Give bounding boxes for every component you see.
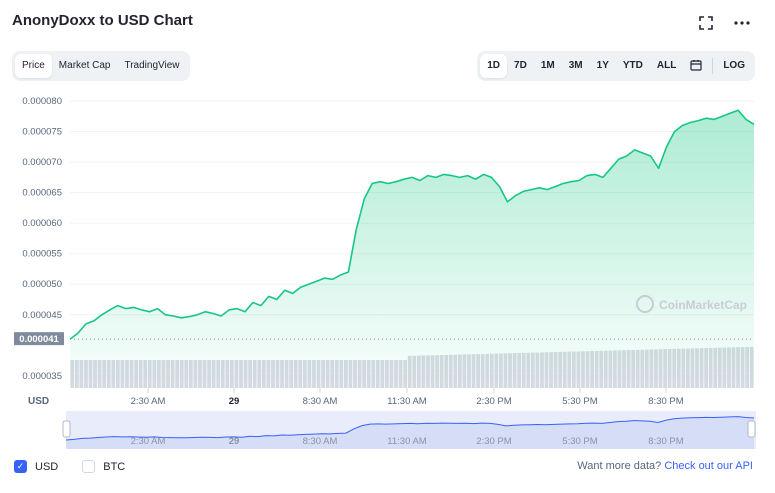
range-1m[interactable]: 1M (540, 60, 555, 71)
top-actions (697, 14, 751, 32)
x-tick-label: 8:30 AM (303, 396, 338, 407)
x-tick-label: 8:30 PM (648, 396, 683, 407)
price-area (70, 110, 754, 389)
x-tick-label: 2:30 PM (476, 396, 511, 407)
y-tick-label: 0.000035 (22, 371, 62, 382)
api-promo: Want more data? Check out our API (577, 460, 753, 472)
tab-tradingview[interactable]: TradingView (124, 60, 180, 71)
range-3m[interactable]: 3M (568, 60, 583, 71)
api-text: Want more data? (577, 460, 662, 472)
navigator-handle-right[interactable] (747, 420, 756, 438)
chart-title: AnonyDoxx to USD Chart (12, 12, 193, 29)
chart-type-tabs: Price Market Cap TradingView (12, 51, 190, 81)
log-toggle[interactable]: LOG (723, 60, 745, 71)
calendar-icon[interactable] (683, 54, 709, 78)
btc-label: BTC (103, 460, 126, 473)
y-axis-unit-label: USD (28, 396, 49, 407)
x-tick-label: 5:30 PM (562, 396, 597, 407)
navigator-tick-label: 2:30 PM (476, 436, 511, 447)
y-tick-label: 0.000055 (22, 249, 62, 260)
range-divider (712, 58, 714, 74)
navigator-handle-left[interactable] (62, 420, 71, 438)
navigator-line (65, 416, 755, 441)
x-tick-label: 29 (229, 396, 240, 407)
price-chart[interactable]: 0.000080 0.000075 0.000070 0.000065 0.000060… (0, 0, 775, 455)
tab-price[interactable]: Price (15, 54, 52, 78)
navigator-area (66, 416, 754, 449)
y-tick-label: 0.000070 (22, 157, 62, 168)
navigator-tick-label: 5:30 PM (562, 436, 597, 447)
current-price-label: 0.000041 (19, 334, 59, 345)
fullscreen-icon[interactable] (697, 14, 715, 32)
navigator-tick-label: 29 (229, 436, 240, 447)
range-1d[interactable]: 1D (480, 54, 508, 78)
range-7d[interactable]: 7D (514, 60, 527, 71)
watermark-text: CoinMarketCap (659, 298, 747, 312)
x-tick-label: 11:30 AM (387, 396, 427, 407)
currency-legend: ✓ USD BTC (14, 460, 139, 473)
navigator-tick-label: 8:30 AM (303, 436, 338, 447)
watermark-logo-icon (636, 295, 654, 313)
y-tick-label: 0.000075 (22, 127, 62, 138)
range-all[interactable]: ALL (656, 60, 677, 71)
usd-label: USD (35, 460, 59, 473)
y-tick-label: 0.000045 (22, 310, 62, 321)
navigator-tick-label: 2:30 AM (131, 436, 166, 447)
y-tick-label: 0.000060 (22, 218, 62, 229)
x-tick-label: 2:30 AM (131, 396, 166, 407)
more-icon[interactable] (733, 14, 751, 32)
api-link[interactable]: Check out our API (664, 460, 753, 472)
btc-checkbox[interactable] (82, 460, 96, 473)
tab-market-cap[interactable]: Market Cap (58, 60, 111, 71)
navigator-tick-label: 11:30 AM (387, 436, 427, 447)
usd-checkbox[interactable]: ✓ (14, 460, 27, 473)
btc-toggle[interactable]: BTC (82, 460, 125, 473)
range-1y[interactable]: 1Y (596, 60, 609, 71)
navigator-tick-label: 8:30 PM (648, 436, 683, 447)
y-tick-label: 0.000050 (22, 279, 62, 290)
range-selector: 1D 7D 1M 3M 1Y YTD ALL LOG (477, 51, 755, 81)
current-price-badge (14, 332, 64, 346)
usd-toggle[interactable]: ✓ USD (14, 460, 58, 473)
y-tick-label: 0.000080 (22, 96, 62, 107)
range-ytd[interactable]: YTD (622, 60, 643, 71)
y-tick-label: 0.000065 (22, 188, 62, 199)
price-line (69, 109, 755, 340)
